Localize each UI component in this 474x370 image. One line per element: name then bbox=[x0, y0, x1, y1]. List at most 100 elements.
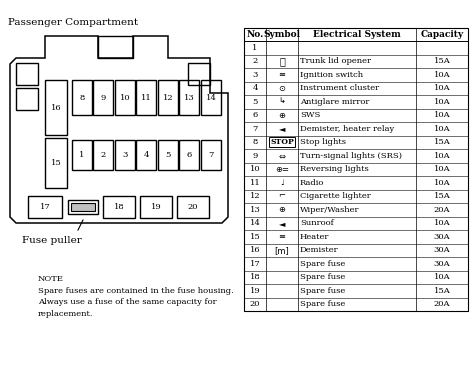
Text: 15: 15 bbox=[51, 159, 61, 167]
Bar bbox=[201, 140, 221, 170]
Text: ⊕: ⊕ bbox=[279, 111, 285, 120]
Text: 10A: 10A bbox=[434, 84, 450, 92]
Text: 9: 9 bbox=[101, 94, 106, 101]
Text: 10A: 10A bbox=[434, 273, 450, 281]
Text: 🚘: 🚘 bbox=[279, 56, 285, 66]
Bar bbox=[98, 36, 133, 58]
Text: 11: 11 bbox=[141, 94, 152, 101]
Bar bbox=[201, 80, 221, 115]
Text: 8: 8 bbox=[252, 138, 258, 146]
Bar bbox=[72, 140, 92, 170]
Text: 10A: 10A bbox=[434, 98, 450, 106]
Bar bbox=[28, 196, 62, 218]
Text: Spare fuse: Spare fuse bbox=[300, 260, 345, 268]
Bar bbox=[180, 80, 200, 115]
Text: Stop lights: Stop lights bbox=[300, 138, 346, 146]
Bar bbox=[244, 28, 468, 311]
Bar bbox=[115, 140, 135, 170]
Text: 10A: 10A bbox=[434, 179, 450, 187]
Text: 4: 4 bbox=[252, 84, 258, 92]
Text: Spare fuse: Spare fuse bbox=[300, 300, 345, 308]
Text: Capacity: Capacity bbox=[420, 30, 464, 39]
Text: Heater: Heater bbox=[300, 233, 329, 241]
Bar bbox=[68, 200, 98, 214]
Text: 5: 5 bbox=[165, 151, 171, 159]
Text: 10A: 10A bbox=[434, 71, 450, 79]
Text: NOTE
Spare fuses are contained in the fuse housing.
Always use a fuse of the sam: NOTE Spare fuses are contained in the fu… bbox=[38, 275, 234, 318]
Text: 30A: 30A bbox=[434, 246, 450, 254]
Text: ⊙: ⊙ bbox=[279, 84, 285, 93]
Text: SWS: SWS bbox=[300, 111, 320, 119]
Text: Passenger Compartment: Passenger Compartment bbox=[8, 18, 138, 27]
Text: 9: 9 bbox=[252, 152, 258, 160]
Text: 20: 20 bbox=[188, 203, 198, 211]
Text: 10A: 10A bbox=[434, 125, 450, 133]
Text: ≡: ≡ bbox=[279, 70, 285, 79]
Bar bbox=[45, 80, 67, 135]
Text: 1: 1 bbox=[79, 151, 85, 159]
Bar bbox=[16, 88, 38, 110]
Text: 15A: 15A bbox=[434, 192, 450, 200]
Text: 18: 18 bbox=[114, 203, 124, 211]
Text: 10: 10 bbox=[250, 165, 260, 173]
Text: ♩: ♩ bbox=[280, 178, 284, 187]
Text: Spare fuse: Spare fuse bbox=[300, 287, 345, 295]
Text: 8: 8 bbox=[79, 94, 85, 101]
Text: 20: 20 bbox=[250, 300, 260, 308]
Text: 30A: 30A bbox=[434, 260, 450, 268]
Bar bbox=[93, 80, 113, 115]
Text: No.: No. bbox=[246, 30, 264, 39]
Bar bbox=[158, 140, 178, 170]
Text: 15A: 15A bbox=[434, 57, 450, 65]
Text: 15A: 15A bbox=[434, 138, 450, 146]
Text: 6: 6 bbox=[187, 151, 192, 159]
Text: 10A: 10A bbox=[434, 165, 450, 173]
Text: ⊕=: ⊕= bbox=[275, 165, 289, 174]
Text: Demister: Demister bbox=[300, 246, 338, 254]
Text: Sunroof: Sunroof bbox=[300, 219, 334, 227]
Text: 7: 7 bbox=[208, 151, 214, 159]
Text: Turn-signal lights (SRS): Turn-signal lights (SRS) bbox=[300, 152, 402, 160]
Text: Electrical System: Electrical System bbox=[313, 30, 401, 39]
Text: 1: 1 bbox=[252, 44, 258, 52]
Bar bbox=[93, 140, 113, 170]
Text: 3: 3 bbox=[252, 71, 258, 79]
Text: Symbol: Symbol bbox=[264, 30, 301, 39]
Text: 16: 16 bbox=[51, 104, 61, 111]
Text: 10A: 10A bbox=[434, 152, 450, 160]
Text: 7: 7 bbox=[252, 125, 258, 133]
Text: Spare fuse: Spare fuse bbox=[300, 273, 345, 281]
Text: Instrument cluster: Instrument cluster bbox=[300, 84, 379, 92]
Text: 16: 16 bbox=[250, 246, 260, 254]
Text: Trunk lid opener: Trunk lid opener bbox=[300, 57, 371, 65]
Text: Wiper/Washer: Wiper/Washer bbox=[300, 206, 359, 214]
Text: Antiglare mirror: Antiglare mirror bbox=[300, 98, 369, 106]
Text: 11: 11 bbox=[250, 179, 260, 187]
Text: Ignition switch: Ignition switch bbox=[300, 71, 363, 79]
Text: 12: 12 bbox=[163, 94, 173, 101]
Text: Radio: Radio bbox=[300, 179, 324, 187]
Text: 15A: 15A bbox=[434, 287, 450, 295]
Text: 5: 5 bbox=[252, 98, 258, 106]
Text: [m]: [m] bbox=[274, 246, 289, 255]
Text: 4: 4 bbox=[144, 151, 149, 159]
Text: STOP: STOP bbox=[270, 138, 294, 146]
Text: 6: 6 bbox=[252, 111, 258, 119]
Bar bbox=[137, 80, 156, 115]
Text: 2: 2 bbox=[252, 57, 258, 65]
Bar bbox=[115, 80, 135, 115]
Bar bbox=[45, 138, 67, 188]
Text: 19: 19 bbox=[151, 203, 161, 211]
Bar bbox=[158, 80, 178, 115]
Bar bbox=[140, 196, 172, 218]
Text: 17: 17 bbox=[250, 260, 260, 268]
Text: 14: 14 bbox=[250, 219, 260, 227]
Bar bbox=[16, 63, 38, 85]
Text: 10A: 10A bbox=[434, 111, 450, 119]
Text: Reversing lights: Reversing lights bbox=[300, 165, 369, 173]
Bar bbox=[180, 140, 200, 170]
Bar bbox=[71, 203, 95, 211]
Text: 3: 3 bbox=[122, 151, 128, 159]
Text: ◄: ◄ bbox=[279, 124, 285, 133]
Bar bbox=[103, 196, 135, 218]
